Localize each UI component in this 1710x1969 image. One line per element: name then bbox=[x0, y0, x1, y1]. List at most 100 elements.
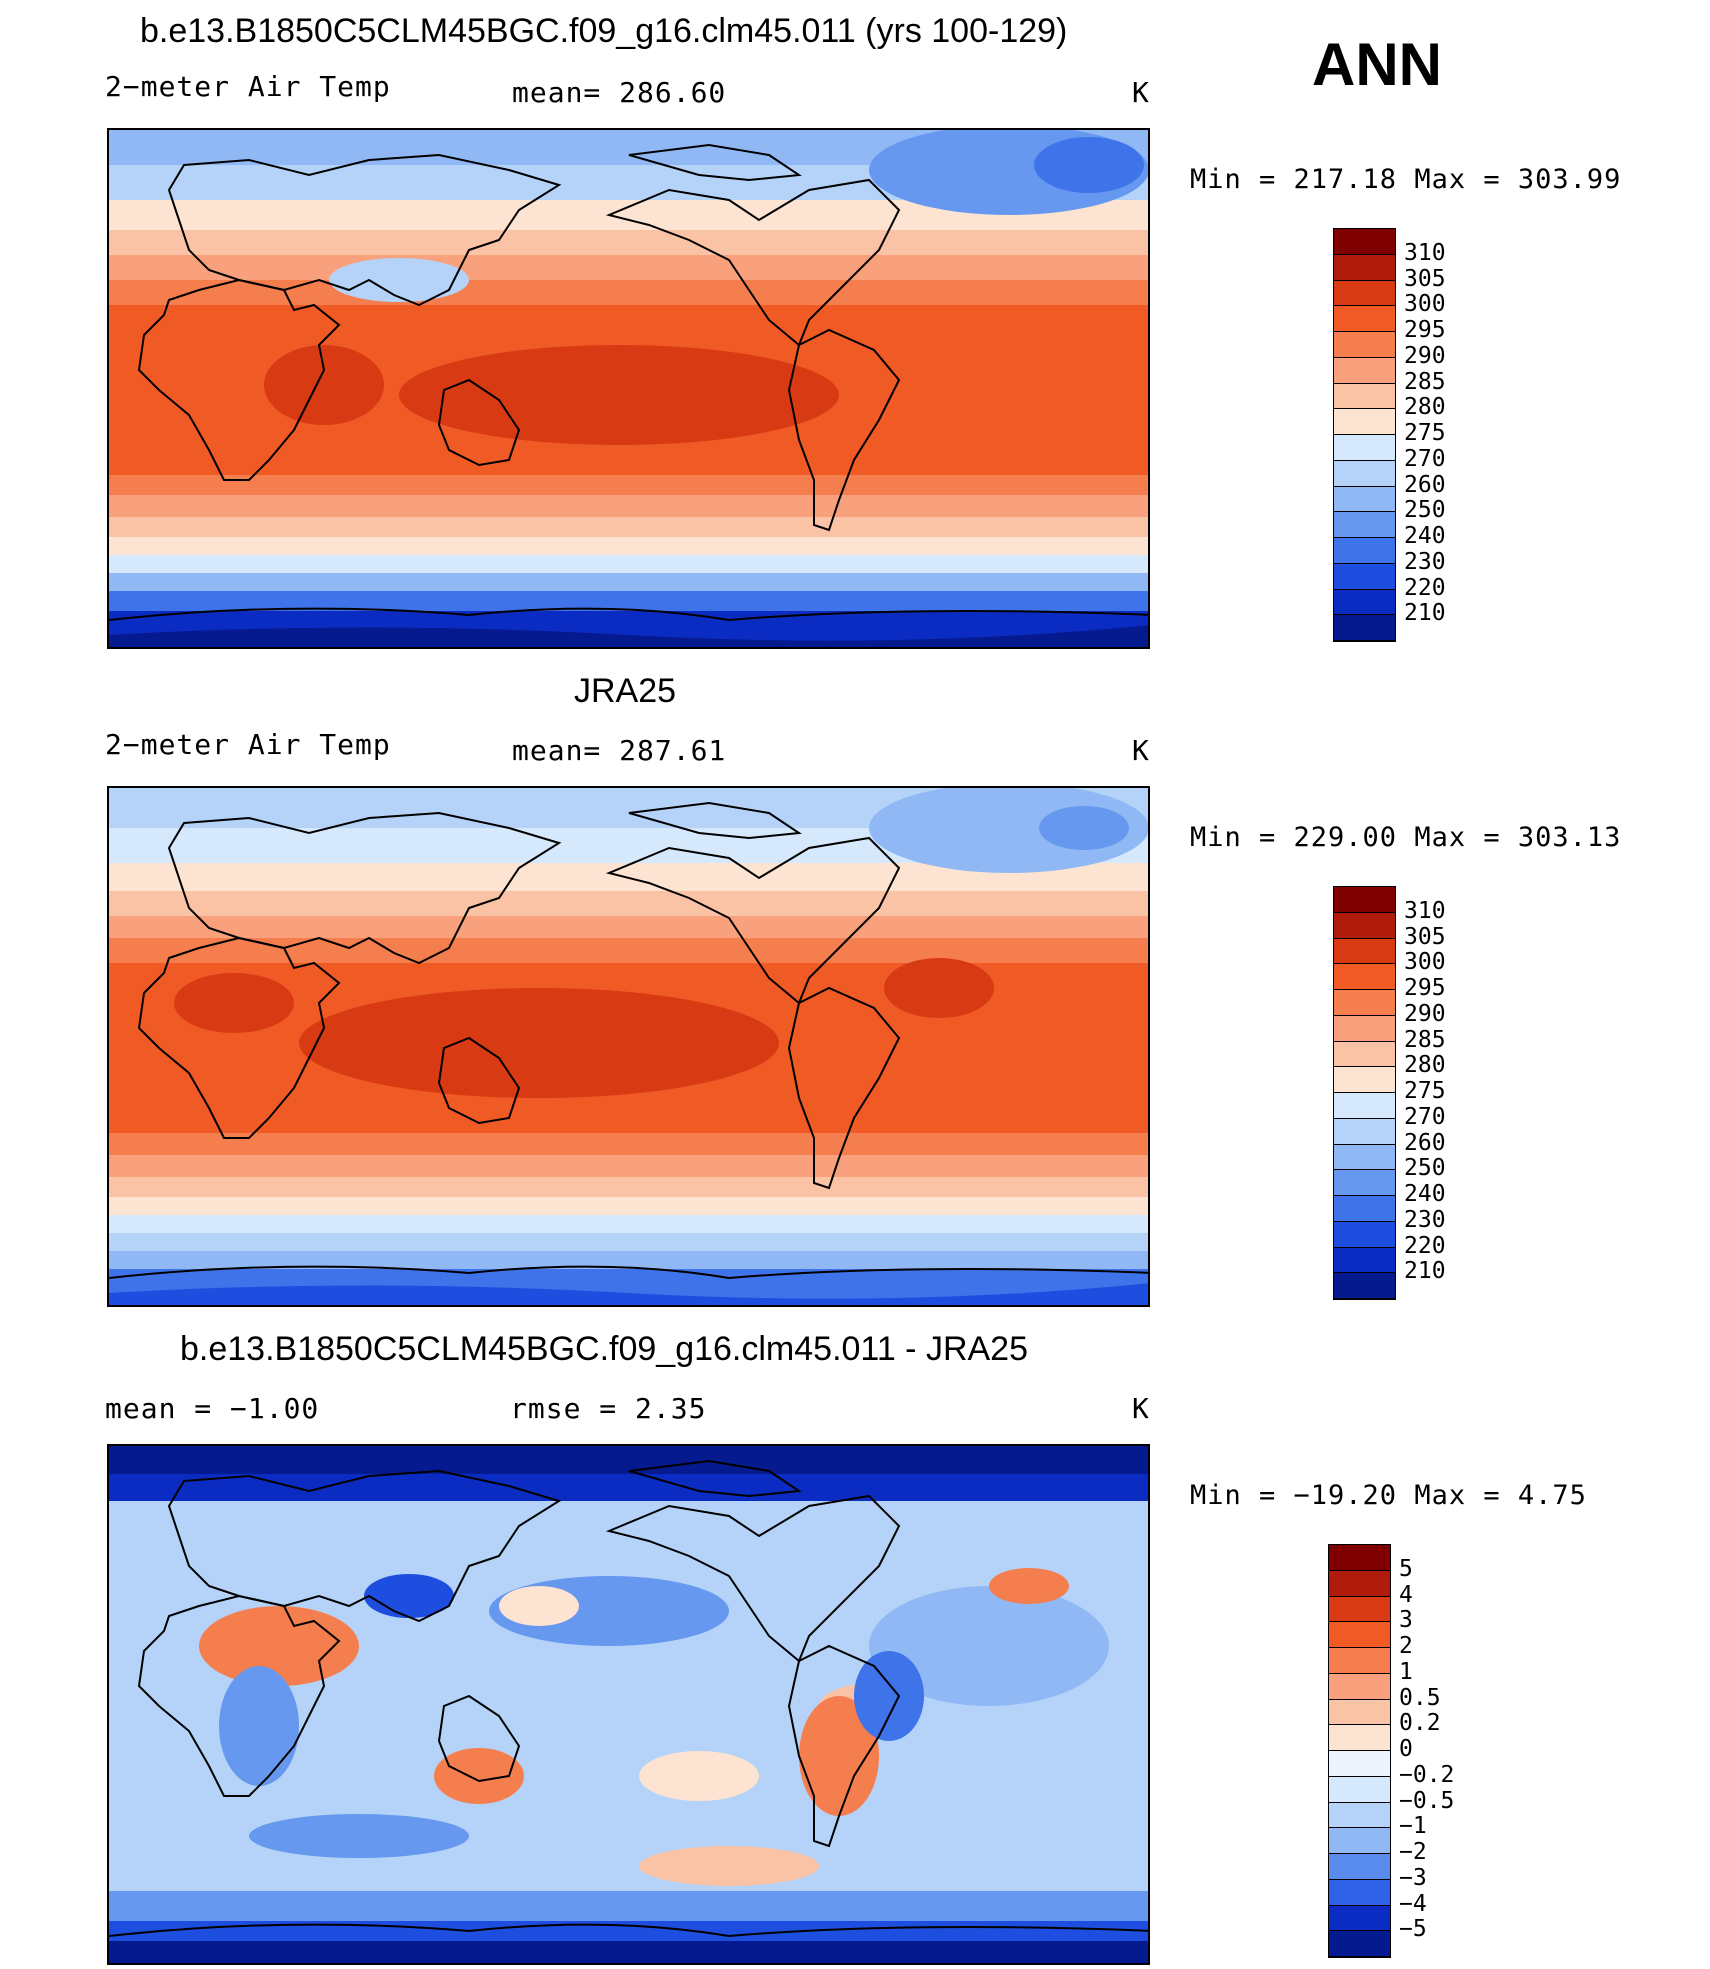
colorbar-swatch bbox=[1334, 1144, 1395, 1171]
colorbar-tick-label: 260 bbox=[1404, 1129, 1446, 1156]
colorbar-tick-label: 280 bbox=[1404, 1052, 1446, 1079]
colorbar-swatch bbox=[1334, 1118, 1395, 1145]
colorbar-tick-label: 300 bbox=[1404, 291, 1446, 318]
panel-3-units: K bbox=[1132, 1392, 1150, 1425]
colorbar-swatch bbox=[1334, 938, 1395, 965]
panel-1-map bbox=[107, 128, 1150, 649]
panel-1-colorbar bbox=[1333, 228, 1396, 642]
panel-2-map-field bbox=[109, 788, 1148, 1305]
panel-3-title: b.e13.B1850C5CLM45BGC.f09_g16.clm45.011 … bbox=[180, 1330, 1028, 1368]
colorbar-swatch bbox=[1329, 1751, 1390, 1777]
colorbar-tick-label: 290 bbox=[1404, 342, 1446, 369]
colorbar-tick-label: −1 bbox=[1399, 1813, 1427, 1840]
colorbar-swatch bbox=[1334, 435, 1395, 461]
colorbar-swatch bbox=[1329, 1879, 1390, 1906]
colorbar-swatch bbox=[1334, 563, 1395, 590]
colorbar-tick-label: 230 bbox=[1404, 548, 1446, 575]
colorbar-tick-label: 295 bbox=[1404, 317, 1446, 343]
colorbar-tick-label: 305 bbox=[1404, 265, 1446, 292]
colorbar-swatch bbox=[1329, 1622, 1390, 1648]
panel-1-units: K bbox=[1132, 76, 1150, 109]
colorbar-tick-label: 0 bbox=[1399, 1736, 1413, 1762]
colorbar-swatch bbox=[1334, 486, 1395, 513]
colorbar-tick-label: 250 bbox=[1404, 497, 1446, 524]
panel-2-colorbar bbox=[1333, 886, 1396, 1300]
colorbar-swatch bbox=[1329, 1854, 1390, 1880]
colorbar-tick-label: 275 bbox=[1404, 420, 1446, 446]
colorbar-swatch bbox=[1329, 1828, 1390, 1854]
panel-1-title: b.e13.B1850C5CLM45BGC.f09_g16.clm45.011 … bbox=[140, 12, 1068, 50]
panel-3-rmse: rmse = 2.35 bbox=[510, 1392, 707, 1425]
colorbar-swatch bbox=[1334, 254, 1395, 281]
colorbar-swatch bbox=[1329, 1596, 1390, 1623]
colorbar-tick-label: −0.5 bbox=[1399, 1787, 1455, 1814]
colorbar-tick-label: 5 bbox=[1399, 1555, 1413, 1582]
colorbar-swatch bbox=[1334, 229, 1395, 255]
colorbar-tick-label: 0.2 bbox=[1399, 1710, 1441, 1737]
colorbar-swatch bbox=[1334, 1196, 1395, 1222]
colorbar-tick-label: −0.2 bbox=[1399, 1761, 1455, 1788]
panel-1-map-field bbox=[109, 130, 1148, 647]
colorbar-swatch bbox=[1329, 1699, 1390, 1726]
colorbar-swatch bbox=[1334, 1221, 1395, 1248]
colorbar-swatch bbox=[1334, 589, 1395, 616]
colorbar-swatch bbox=[1334, 306, 1395, 332]
colorbar-tick-label: 1 bbox=[1399, 1658, 1413, 1685]
colorbar-swatch bbox=[1334, 332, 1395, 358]
colorbar-tick-label: 285 bbox=[1404, 368, 1446, 395]
colorbar-tick-label: 4 bbox=[1399, 1581, 1413, 1608]
colorbar-tick-label: 295 bbox=[1404, 975, 1446, 1001]
season-label: ANN bbox=[1312, 31, 1442, 98]
colorbar-tick-label: 2 bbox=[1399, 1633, 1413, 1659]
colorbar-swatch bbox=[1334, 887, 1395, 913]
colorbar-swatch bbox=[1334, 1273, 1395, 1299]
panel-1-mean: mean= 286.60 bbox=[512, 76, 727, 109]
panel-3-mean: mean = −1.00 bbox=[105, 1392, 320, 1425]
colorbar-swatch bbox=[1334, 1247, 1395, 1274]
colorbar-tick-label: 220 bbox=[1404, 1232, 1446, 1259]
colorbar-tick-label: 305 bbox=[1404, 923, 1446, 950]
colorbar-tick-label: 3 bbox=[1399, 1607, 1413, 1634]
colorbar-swatch bbox=[1329, 1545, 1390, 1571]
colorbar-tick-label: 210 bbox=[1404, 600, 1446, 627]
colorbar-swatch bbox=[1329, 1802, 1390, 1829]
colorbar-tick-label: 270 bbox=[1404, 1103, 1446, 1130]
colorbar-tick-label: 240 bbox=[1404, 1181, 1446, 1207]
colorbar-swatch bbox=[1334, 1067, 1395, 1093]
colorbar-swatch bbox=[1329, 1931, 1390, 1957]
panel-2-minmax: Min = 229.00 Max = 303.13 bbox=[1190, 822, 1622, 853]
colorbar-swatch bbox=[1334, 512, 1395, 538]
colorbar-swatch bbox=[1329, 1570, 1390, 1597]
colorbar-swatch bbox=[1329, 1648, 1390, 1674]
colorbar-tick-label: 290 bbox=[1404, 1000, 1446, 1027]
colorbar-swatch bbox=[1334, 383, 1395, 410]
colorbar-swatch bbox=[1334, 409, 1395, 435]
colorbar-tick-label: 310 bbox=[1404, 897, 1446, 924]
colorbar-swatch bbox=[1334, 964, 1395, 990]
colorbar-tick-label: 240 bbox=[1404, 523, 1446, 549]
colorbar-tick-label: 210 bbox=[1404, 1258, 1446, 1285]
colorbar-tick-label: 230 bbox=[1404, 1206, 1446, 1233]
colorbar-tick-label: −3 bbox=[1399, 1864, 1427, 1891]
colorbar-tick-label: 250 bbox=[1404, 1155, 1446, 1182]
panel-3-minmax: Min = −19.20 Max = 4.75 bbox=[1190, 1480, 1587, 1511]
panel-2-title: JRA25 bbox=[574, 672, 677, 710]
colorbar-swatch bbox=[1334, 912, 1395, 939]
panel-2-units: K bbox=[1132, 734, 1150, 767]
panel-3-map-field bbox=[109, 1446, 1148, 1963]
colorbar-tick-label: 0.5 bbox=[1399, 1684, 1441, 1711]
colorbar-tick-label: 285 bbox=[1404, 1026, 1446, 1053]
panel-2-variable: 2−meter Air Temp bbox=[105, 728, 391, 761]
colorbar-tick-label: −2 bbox=[1399, 1839, 1427, 1865]
colorbar-swatch bbox=[1329, 1673, 1390, 1700]
colorbar-swatch bbox=[1334, 990, 1395, 1016]
colorbar-swatch bbox=[1329, 1725, 1390, 1751]
colorbar-tick-label: 300 bbox=[1404, 949, 1446, 976]
colorbar-tick-label: 270 bbox=[1404, 445, 1446, 472]
panel-2-mean: mean= 287.61 bbox=[512, 734, 727, 767]
colorbar-swatch bbox=[1334, 357, 1395, 384]
colorbar-tick-label: 220 bbox=[1404, 574, 1446, 601]
panel-2-map bbox=[107, 786, 1150, 1307]
colorbar-swatch bbox=[1329, 1776, 1390, 1803]
colorbar-swatch bbox=[1334, 1015, 1395, 1042]
